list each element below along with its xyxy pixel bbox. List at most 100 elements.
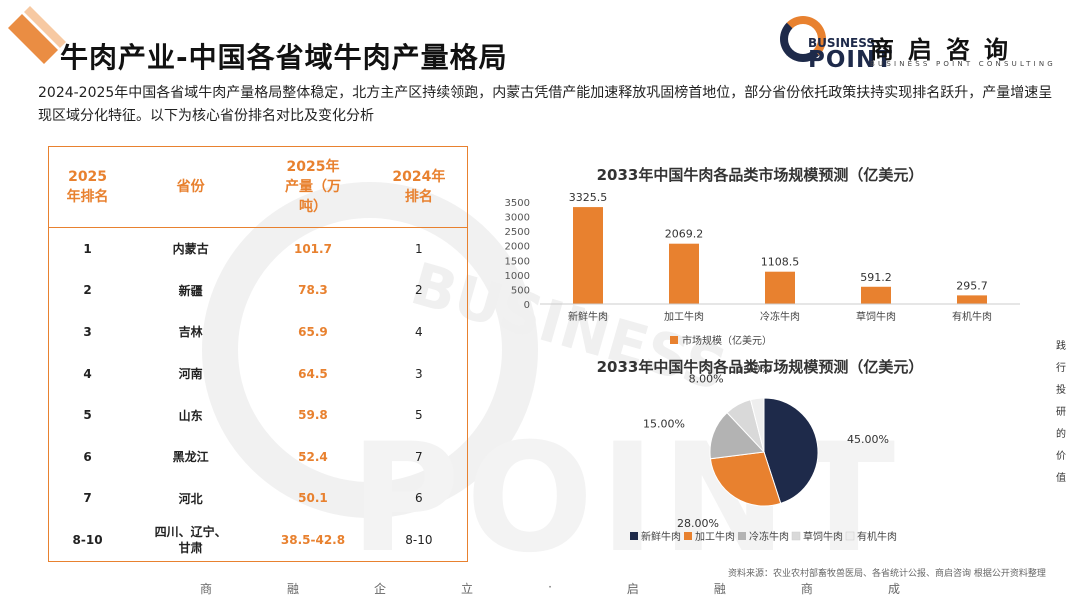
- legend-swatch: [684, 532, 692, 540]
- y-tick-label: 1000: [505, 271, 530, 282]
- cell-rank: 1: [83, 241, 92, 256]
- y-tick-label: 2000: [505, 242, 530, 253]
- bar-value-label: 1108.5: [761, 256, 800, 269]
- y-tick-label: 3000: [505, 213, 530, 224]
- x-tick-label: 加工牛肉: [664, 310, 704, 323]
- footer-slogan: 商 融 企 立 · 启 融 商 成: [200, 580, 900, 597]
- table-row: 7 河北 50.1 6: [49, 478, 468, 520]
- logo-point: POINT: [808, 47, 893, 73]
- y-tick-label: 2500: [505, 227, 530, 238]
- table-row: 4 河南 64.5 3: [49, 353, 468, 395]
- table-row: 6 黑龙江 52.4 7: [49, 436, 468, 478]
- cell-rank: 5: [83, 408, 92, 423]
- cell-output: 78.3: [298, 283, 328, 298]
- footer-char: ·: [548, 580, 552, 594]
- pie-value-label: 4.00%: [736, 363, 771, 376]
- corner-decoration: [8, 6, 66, 64]
- vertical-char: 研: [1056, 407, 1066, 418]
- bar-chart-title: 2033年中国牛肉各品类市场规模预测（亿美元）: [597, 166, 924, 184]
- legend-swatch: [670, 336, 678, 344]
- x-tick-label: 草饲牛肉: [856, 310, 896, 323]
- vertical-slogan: 践行投研的价值: [1054, 336, 1068, 490]
- y-tick-label: 3500: [505, 198, 530, 209]
- table-header-row: 2025 年排名 省份 2025年 产量（万 吨） 2024年 排名: [48, 146, 468, 228]
- vertical-char: 投: [1056, 385, 1066, 396]
- bar-value-label: 2069.2: [665, 228, 704, 241]
- y-tick-label: 500: [511, 285, 530, 296]
- legend-swatch: [738, 532, 746, 540]
- legend-swatch: [845, 531, 855, 541]
- bar: [861, 286, 891, 304]
- table-row: 2 新疆 78.3 2: [49, 270, 468, 312]
- cell-province: 新疆: [178, 283, 203, 298]
- legend-swatch: [630, 532, 638, 540]
- table-row: 8-10 四川、辽宁、 甘肃 38.5-42.8 8-10: [49, 519, 468, 561]
- bar-value-label: 591.2: [860, 271, 892, 284]
- cell-output: 52.4: [298, 449, 328, 464]
- cell-rank: 4: [83, 366, 92, 381]
- legend-swatch: [791, 531, 801, 541]
- cell-province: 黑龙江: [172, 450, 209, 465]
- cell-output: 101.7: [293, 241, 332, 256]
- cell-rank: 2: [83, 283, 92, 298]
- cell-output: 50.1: [298, 491, 328, 506]
- bar: [957, 295, 987, 304]
- x-tick-label: 有机牛肉: [952, 310, 992, 323]
- x-tick-label: 新鲜牛肉: [568, 310, 608, 323]
- logo-en: BUSINESS POINT CONSULTING: [870, 60, 1056, 68]
- logo-cn: 商启咨询: [870, 36, 1022, 64]
- bar-value-label: 295.7: [956, 279, 988, 292]
- cell-rank: 3: [83, 324, 92, 339]
- cell-output: 65.9: [298, 324, 328, 339]
- table-row: 5 山东 59.8 5: [49, 394, 468, 436]
- vertical-char: 价: [1056, 451, 1066, 462]
- pie-chart-title: 2033年中国牛肉各品类市场规模预测（亿美元）: [597, 358, 924, 376]
- cell-prev-rank: 8-10: [405, 532, 433, 547]
- vertical-char: 的: [1056, 429, 1066, 440]
- x-tick-label: 冷冻牛肉: [760, 310, 800, 323]
- legend-label: 有机牛肉: [857, 530, 897, 543]
- pie-chart: 2033年中国牛肉各品类市场规模预测（亿美元） 45.00% 28.00% 15.00…: [597, 358, 924, 543]
- cell-prev-rank: 7: [415, 449, 423, 464]
- header-province: 省份: [126, 146, 256, 228]
- pie-slice: [763, 397, 819, 504]
- vertical-char: 值: [1056, 473, 1066, 484]
- footer-char: 融: [287, 582, 300, 596]
- cell-prev-rank: 5: [415, 408, 423, 423]
- cell-output: 38.5-42.8: [280, 532, 346, 547]
- cell-province: 河南: [178, 367, 203, 382]
- logo-ring-icon: [780, 16, 826, 62]
- y-tick-label: 1500: [505, 256, 530, 267]
- cell-output: 64.5: [298, 366, 328, 381]
- page-title: 牛肉产业-中国各省域牛肉产量格局: [60, 41, 508, 74]
- footer-char: 成: [887, 582, 900, 596]
- header-rank-2024: 2024年 排名: [370, 146, 468, 228]
- legend-label: 市场规模（亿美元）: [682, 334, 772, 347]
- cell-province: 河北: [178, 491, 203, 506]
- footer-char: 立: [461, 582, 474, 596]
- bar-value-label: 3325.5: [569, 191, 608, 204]
- bar: [573, 207, 603, 304]
- pie-value-label: 45.00%: [847, 433, 889, 446]
- cell-province: 四川、辽宁、 甘肃: [154, 524, 227, 555]
- bar: [669, 243, 699, 304]
- cell-province: 吉林: [178, 325, 203, 340]
- cell-prev-rank: 1: [415, 241, 423, 256]
- cell-rank: 6: [83, 449, 92, 464]
- bar: [765, 271, 795, 304]
- pie-value-label: 15.00%: [643, 418, 685, 431]
- cell-rank: 7: [83, 491, 92, 506]
- table-row: 1 内蒙古 101.7 1: [49, 228, 468, 270]
- footer-char: 商: [800, 582, 813, 596]
- pie-slice: [709, 451, 782, 507]
- cell-prev-rank: 2: [415, 283, 423, 298]
- cell-rank: 8-10: [72, 532, 103, 547]
- pie-value-label: 28.00%: [677, 517, 719, 530]
- intro-text: 2024-2025年中国各省域牛肉产量格局整体稳定，北方主产区持续领跑，内蒙古凭…: [38, 85, 1053, 124]
- province-ranking-table: 2025 年排名 省份 2025年 产量（万 吨） 2024年 排名 1 内蒙古 1…: [48, 146, 468, 562]
- table-row: 3 吉林 65.9 4: [49, 311, 468, 353]
- brand-logo: BUSINESS POINT 商启咨询 BUSINESS POINT CONSU…: [778, 16, 1068, 76]
- y-tick-label: 0: [524, 300, 530, 311]
- pie-slice: [709, 411, 766, 460]
- cell-prev-rank: 6: [415, 491, 423, 506]
